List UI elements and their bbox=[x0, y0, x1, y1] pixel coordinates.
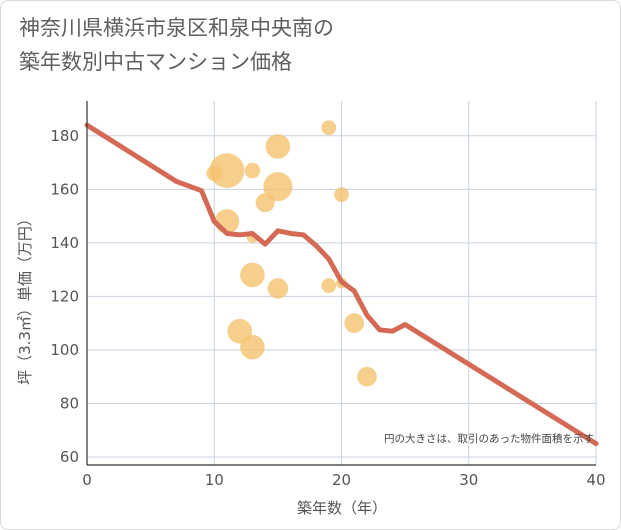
x-tick-label: 0 bbox=[82, 471, 92, 489]
x-tick-label: 40 bbox=[586, 471, 605, 489]
y-tick-label: 180 bbox=[50, 127, 79, 145]
data-bubble bbox=[240, 262, 265, 288]
trend-line-series bbox=[84, 122, 599, 447]
chart-title-line-2: 築年数別中古マンション価格 bbox=[19, 50, 292, 74]
y-tick-label: 160 bbox=[50, 180, 79, 198]
data-bubble bbox=[263, 172, 293, 202]
data-bubble bbox=[244, 162, 261, 179]
data-bubble bbox=[344, 313, 365, 333]
y-tick-label: 100 bbox=[50, 341, 79, 359]
data-bubble bbox=[267, 278, 289, 299]
chart-title-line-1: 神奈川県横浜市泉区和泉中央南の bbox=[19, 16, 334, 40]
bubble-size-note: 円の大きさは、取引のあった物件面積を示す bbox=[384, 432, 594, 445]
data-bubble bbox=[240, 334, 265, 360]
x-axis-label: 築年数（年） bbox=[297, 499, 387, 517]
chart-title: 神奈川県横浜市泉区和泉中央南の 築年数別中古マンション価格 bbox=[19, 11, 599, 79]
x-tick-label: 30 bbox=[459, 471, 478, 489]
data-bubble bbox=[321, 120, 337, 136]
data-bubble bbox=[321, 278, 337, 294]
y-tick-label: 140 bbox=[50, 234, 79, 252]
bubble-series bbox=[206, 120, 377, 387]
y-tick-label: 80 bbox=[60, 394, 79, 412]
x-tick-label: 20 bbox=[332, 471, 351, 489]
data-bubble bbox=[265, 134, 291, 159]
trend-line bbox=[84, 122, 599, 447]
x-tick-label: 10 bbox=[205, 471, 224, 489]
axes: 60 80 100 120 140 160 180 0 10 20 30 40 bbox=[50, 101, 606, 489]
data-bubble bbox=[334, 187, 349, 203]
y-tick-label: 120 bbox=[50, 287, 79, 305]
y-tick-label: 60 bbox=[60, 448, 79, 466]
data-bubble bbox=[209, 153, 245, 188]
data-bubble bbox=[357, 366, 377, 387]
y-axis-label: 坪（3.3㎡）単価（万円） bbox=[16, 211, 34, 385]
